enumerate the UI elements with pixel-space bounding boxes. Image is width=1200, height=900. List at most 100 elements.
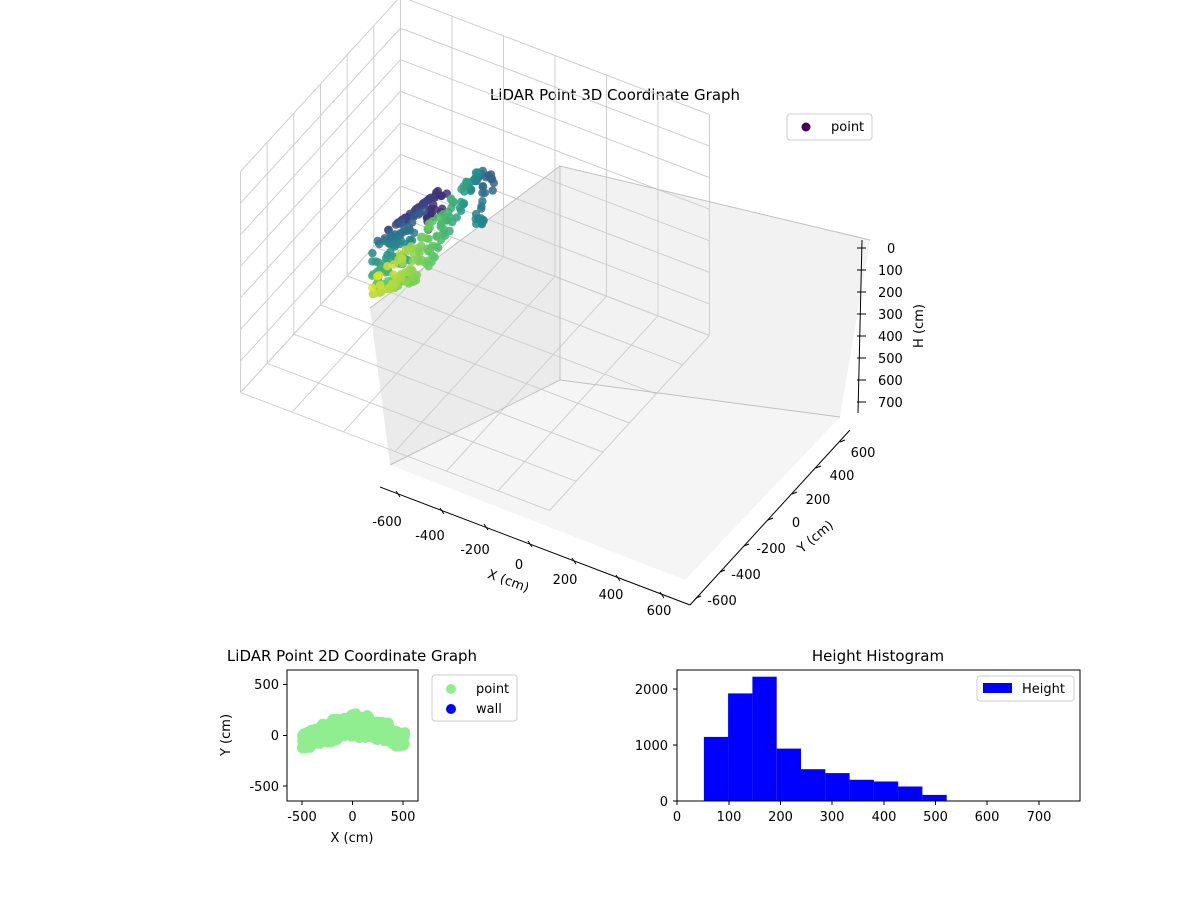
grid-line [400, 153, 710, 273]
pane-floor [390, 380, 840, 580]
y-tick-label: 0 [792, 516, 800, 531]
point-marker-3d [388, 279, 397, 288]
point-marker-3d [488, 186, 497, 195]
point-marker-3d [414, 210, 423, 219]
x-tick-label-hist: 100 [717, 810, 742, 825]
chart-2d-title: LiDAR Point 2D Coordinate Graph [227, 647, 477, 665]
chart-histogram: Height Histogram 0 100 200 300 400 500 6… [635, 647, 1081, 825]
point-marker-2d [367, 725, 379, 737]
plot-frame-hist [676, 669, 1081, 802]
grid-line [240, 59, 401, 235]
y-tick-label: 200 [806, 493, 831, 508]
point-marker-3d [436, 222, 445, 232]
y-tick-label-hist: 1000 [635, 739, 668, 754]
point-marker-3d [432, 232, 441, 241]
point-marker-2d [332, 732, 344, 744]
y-tick-label: -400 [731, 568, 761, 583]
z-tick-label: 400 [878, 330, 903, 345]
point-marker-3d [477, 204, 486, 213]
y-tick-label-hist: 0 [660, 795, 668, 810]
point-marker-3d [419, 200, 428, 209]
grid-line [549, 335, 710, 511]
x-tick-label: -400 [415, 529, 445, 544]
point-marker-3d [368, 283, 377, 292]
z-tick-label: 100 [878, 264, 903, 279]
grid-line [240, 27, 401, 204]
grid-line [400, 59, 710, 179]
x-axis-label-3d: X (cm) [485, 567, 531, 596]
point-marker-3d [373, 272, 382, 281]
x-tick-label-2d: 500 [391, 810, 416, 825]
point-marker-3d [401, 245, 411, 254]
z-tick-label: 0 [887, 242, 895, 257]
histogram-bar [752, 676, 777, 801]
point-marker-3d [489, 178, 498, 188]
legend-3d-box [786, 113, 873, 141]
point-marker-3d [478, 188, 487, 198]
z-tick-label: 500 [878, 352, 903, 367]
x-tick-label-hist: 400 [872, 810, 897, 825]
legend-3d: point [786, 113, 873, 141]
y-ticks-2d: 500 0 -500 Y (cm) [219, 678, 287, 795]
legend-hist-swatch [983, 683, 1012, 693]
point-marker-3d [427, 193, 437, 202]
x-tick-label-2d: -500 [287, 810, 317, 825]
point-marker-2d [299, 742, 311, 754]
point-marker-3d [375, 239, 384, 249]
grid-line [240, 122, 401, 299]
grid-line [408, 0, 710, 115]
histogram-bar [825, 773, 850, 801]
point-marker-3d [423, 224, 432, 234]
point-marker-3d [368, 249, 377, 258]
y-ticks-hist: 0 1000 2000 [635, 683, 677, 810]
point-marker-3d [438, 229, 448, 238]
histogram-bar [873, 781, 899, 801]
legend-2d: point wall [431, 674, 518, 722]
point-marker-2d [375, 731, 387, 743]
y-tick-label: 400 [830, 469, 855, 484]
x-tick-label-hist: 600 [975, 810, 1000, 825]
point-marker-3d [472, 219, 481, 228]
y-tick-label-hist: 2000 [635, 683, 668, 698]
grid-line [400, 27, 710, 147]
point-marker-2d [356, 726, 368, 738]
grid-line [240, 0, 399, 172]
histogram-bar [703, 736, 729, 801]
histogram-title: Height Histogram [812, 647, 944, 665]
point-marker-2d [309, 724, 321, 736]
point-marker-2d [376, 716, 388, 728]
point-marker-2d [300, 728, 312, 740]
z-ticks-3d: 0 100 200 300 400 500 600 700 H (cm) [857, 242, 927, 411]
point-marker-2d [323, 727, 335, 739]
grid-line [240, 217, 401, 393]
z-axis-label-3d: H (cm) [912, 304, 927, 348]
x-tick-label-hist: 700 [1027, 810, 1052, 825]
grid-3d [240, 0, 710, 511]
legend-2d-label-wall: wall [476, 702, 502, 717]
grid-line [240, 185, 401, 362]
legend-hist-box [976, 675, 1075, 702]
legend-3d-label: point [831, 120, 864, 135]
point-marker-3d [446, 195, 456, 204]
x-tick-label-hist: 200 [768, 810, 793, 825]
x-tick-label-hist: 300 [820, 810, 845, 825]
point-marker-3d [383, 262, 392, 271]
pane-left [370, 166, 560, 465]
chart-3d: LiDAR Point 3D Coordinate Graph -600 -4 [240, 0, 927, 619]
legend-2d-label-point: point [476, 682, 509, 697]
legend-hist: Height [976, 675, 1075, 702]
histogram-bar [922, 794, 947, 801]
point-marker-3d [389, 260, 399, 269]
point-marker-3d [389, 270, 398, 279]
y-axis-line [689, 429, 851, 606]
x-tick-label-hist: 0 [673, 810, 681, 825]
x-ticks-2d: -500 0 500 X (cm) [287, 801, 415, 846]
y-tick-label: -200 [756, 542, 786, 557]
point-marker-2d [350, 710, 362, 721]
histogram-bar [849, 779, 874, 801]
x-axis-line [379, 486, 691, 606]
z-axis-line [857, 239, 863, 414]
z-tick-label: 200 [878, 286, 903, 301]
grid-line [400, 122, 710, 242]
